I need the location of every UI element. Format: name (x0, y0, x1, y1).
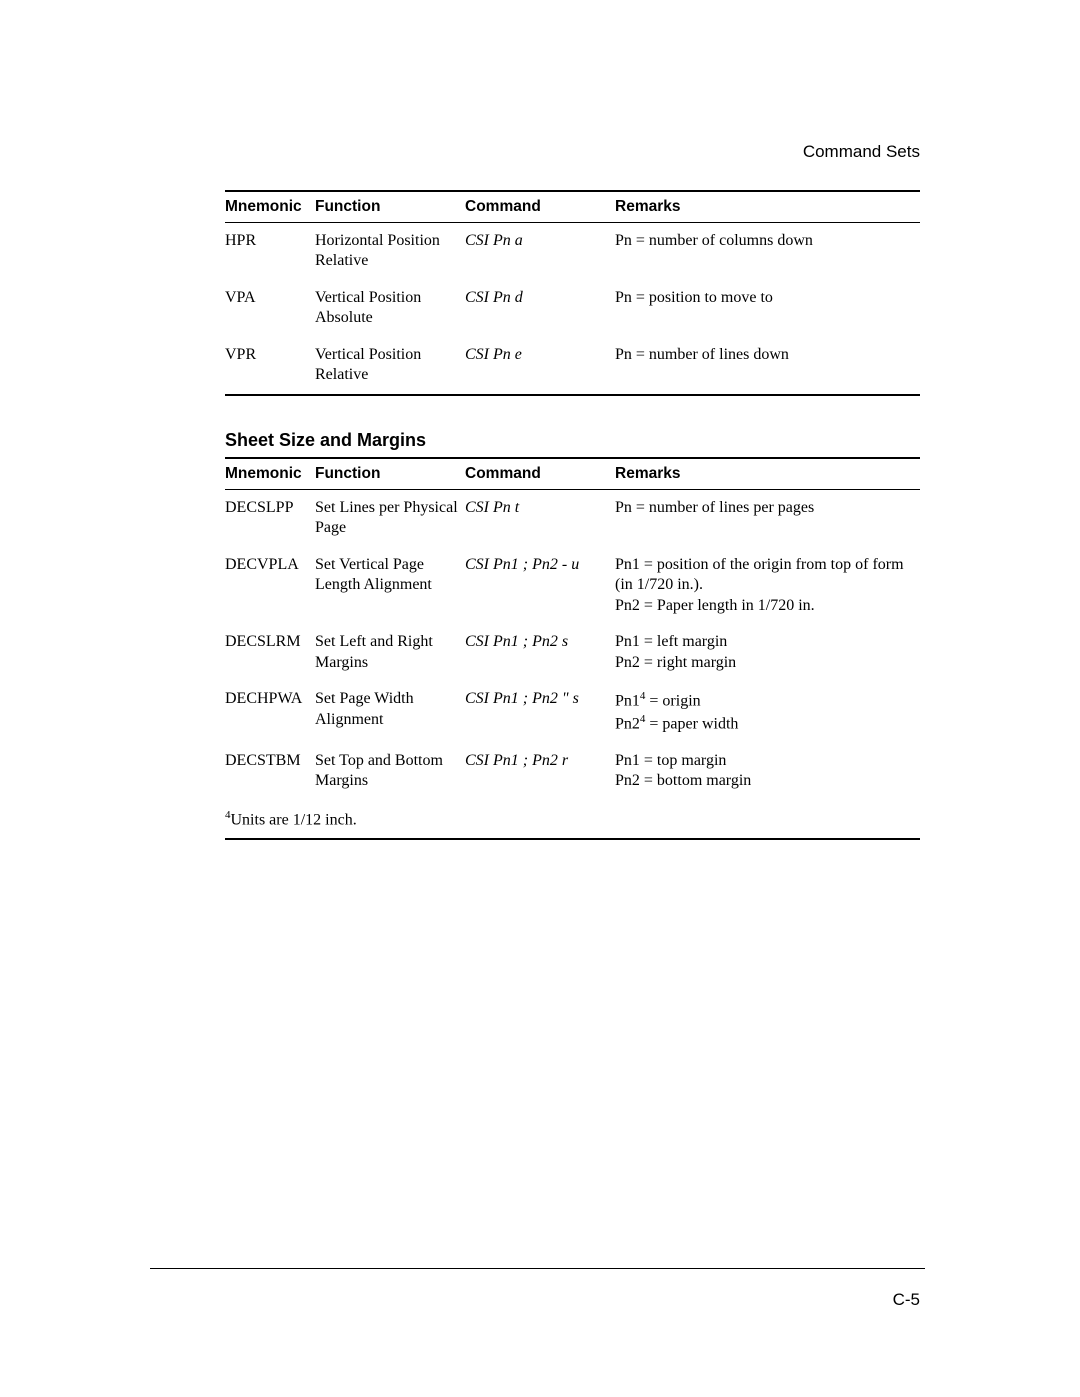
col-mnemonic: Mnemonic (225, 458, 315, 490)
cell-command: CSI Pn a (465, 223, 615, 280)
table-footnote: 4Units are 1/12 inch. (225, 800, 920, 840)
cell-remarks: Pn = number of lines per pages (615, 489, 920, 546)
cell-function: Set Page Width Alignment (315, 681, 465, 743)
running-header: Command Sets (803, 142, 920, 162)
footer-rule (150, 1268, 925, 1269)
col-mnemonic: Mnemonic (225, 191, 315, 223)
cell-mnemonic: DECSLPP (225, 489, 315, 546)
col-remarks: Remarks (615, 191, 920, 223)
cell-function: Set Left and Right Margins (315, 624, 465, 681)
table-row: DECSTBM Set Top and Bottom Margins CSI P… (225, 743, 920, 800)
cell-function: Vertical Position Absolute (315, 280, 465, 337)
cell-command: CSI Pn1 ; Pn2 s (465, 624, 615, 681)
cell-function: Horizontal Position Relative (315, 223, 465, 280)
cell-command: CSI Pn1 ; Pn2 r (465, 743, 615, 800)
cell-mnemonic: VPA (225, 280, 315, 337)
cell-remarks: Pn = number of columns down (615, 223, 920, 280)
cell-mnemonic: DECVPLA (225, 547, 315, 624)
table-positioning: Mnemonic Function Command Remarks HPR Ho… (225, 190, 920, 396)
cell-command: CSI Pn1 ; Pn2 - u (465, 547, 615, 624)
cell-mnemonic: DECHPWA (225, 681, 315, 743)
cell-command: CSI Pn t (465, 489, 615, 546)
col-function: Function (315, 458, 465, 490)
table-header-row: Mnemonic Function Command Remarks (225, 458, 920, 490)
section-heading-sheet-size: Sheet Size and Margins (225, 430, 920, 451)
cell-function: Set Top and Bottom Margins (315, 743, 465, 800)
table-row: VPA Vertical Position Absolute CSI Pn d … (225, 280, 920, 337)
col-remarks: Remarks (615, 458, 920, 490)
cell-remarks: Pn1 = left marginPn2 = right margin (615, 624, 920, 681)
cell-mnemonic: DECSLRM (225, 624, 315, 681)
cell-remarks: Pn14 = originPn24 = paper width (615, 681, 920, 743)
cell-command: CSI Pn e (465, 337, 615, 395)
table-row: DECHPWA Set Page Width Alignment CSI Pn1… (225, 681, 920, 743)
cell-remarks: Pn1 = position of the origin from top of… (615, 547, 920, 624)
col-command: Command (465, 191, 615, 223)
cell-remarks: Pn = position to move to (615, 280, 920, 337)
page-number: C-5 (893, 1290, 920, 1310)
cell-remarks: Pn1 = top marginPn2 = bottom margin (615, 743, 920, 800)
cell-function: Set Lines per Physical Page (315, 489, 465, 546)
cell-mnemonic: VPR (225, 337, 315, 395)
cell-command: CSI Pn d (465, 280, 615, 337)
table-row: DECVPLA Set Vertical Page Length Alignme… (225, 547, 920, 624)
col-command: Command (465, 458, 615, 490)
table-header-row: Mnemonic Function Command Remarks (225, 191, 920, 223)
content: Mnemonic Function Command Remarks HPR Ho… (225, 190, 920, 840)
table-row: DECSLPP Set Lines per Physical Page CSI … (225, 489, 920, 546)
cell-mnemonic: HPR (225, 223, 315, 280)
cell-remarks: Pn = number of lines down (615, 337, 920, 395)
table-row: DECSLRM Set Left and Right Margins CSI P… (225, 624, 920, 681)
cell-command: CSI Pn1 ; Pn2 " s (465, 681, 615, 743)
cell-function: Vertical Position Relative (315, 337, 465, 395)
table-row: HPR Horizontal Position Relative CSI Pn … (225, 223, 920, 280)
table-row: VPR Vertical Position Relative CSI Pn e … (225, 337, 920, 395)
cell-function: Set Vertical Page Length Alignment (315, 547, 465, 624)
col-function: Function (315, 191, 465, 223)
footnote-text: 4Units are 1/12 inch. (225, 800, 920, 840)
table-sheet-size-margins: Mnemonic Function Command Remarks DECSLP… (225, 457, 920, 841)
cell-mnemonic: DECSTBM (225, 743, 315, 800)
